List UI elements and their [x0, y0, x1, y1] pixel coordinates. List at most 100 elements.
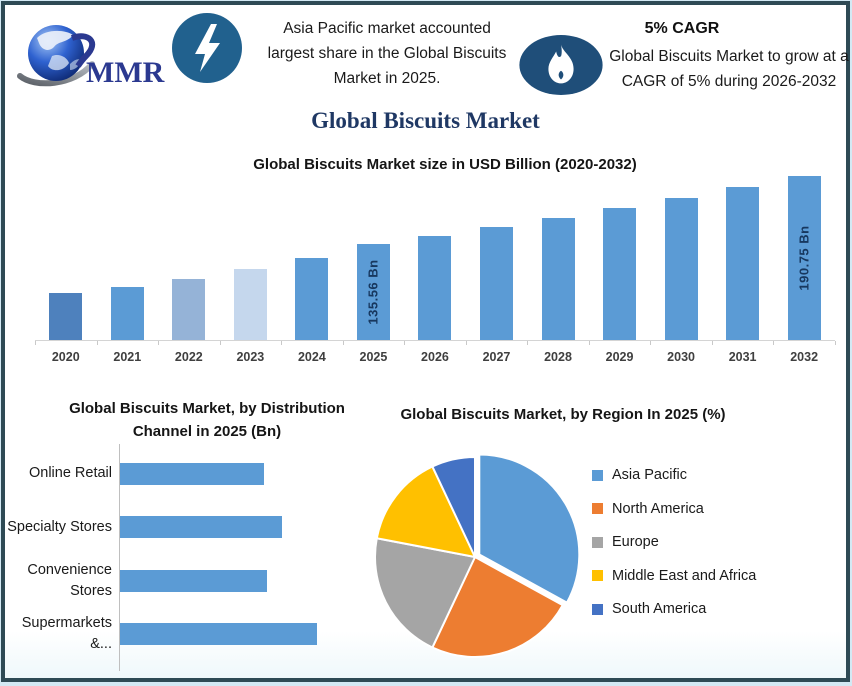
bar-2026 — [418, 236, 452, 340]
globe-icon — [28, 25, 84, 81]
axis-tick — [404, 341, 406, 345]
bar-2029 — [603, 208, 637, 340]
hbar-category-label: Convenience Stores — [27, 561, 112, 599]
lightning-icon — [172, 13, 242, 83]
axis-tick — [588, 341, 590, 345]
region-share-chart-title: Global Biscuits Market, by Region In 202… — [400, 406, 726, 423]
bar-cell-2029 — [589, 208, 651, 340]
x-axis-line — [35, 340, 836, 346]
x-axis-label-2030: 2030 — [667, 350, 695, 364]
legend-item: North America — [592, 498, 756, 520]
legend-swatch-icon — [592, 570, 603, 581]
hbar-track — [120, 516, 340, 539]
x-axis-label-2027: 2027 — [482, 350, 511, 364]
mmr-logo: MMR — [17, 25, 165, 89]
axis-tick — [711, 341, 713, 345]
bar-cell-2024 — [281, 258, 343, 340]
bar-cell-2020 — [35, 293, 97, 340]
bar-cell-2026 — [404, 236, 466, 340]
hbar-bar-1 — [120, 516, 282, 539]
x-axis-label-2023: 2023 — [236, 350, 265, 364]
bar-2032: 190.75 Bn — [787, 176, 821, 340]
axis-tick — [835, 341, 836, 345]
hbar-track — [120, 462, 340, 485]
hbar-bar-3 — [120, 623, 317, 646]
cagr-block: 5% CAGR Global Biscuits Market to grow a… — [605, 20, 852, 94]
x-axis-label-2029: 2029 — [605, 350, 634, 364]
legend-label: North America — [612, 500, 704, 517]
bar-2025: 135.56 Bn — [356, 244, 390, 340]
cagr-label: 5% CAGR — [644, 20, 720, 37]
x-axis-label-2022: 2022 — [174, 350, 203, 364]
legend-item: South America — [592, 598, 756, 620]
hbar-bar-0 — [120, 462, 264, 485]
bar-cell-2031 — [712, 187, 774, 340]
legend-swatch-icon — [592, 603, 603, 615]
bar-cell-2025: 135.56 Bn — [343, 244, 405, 340]
bar-2031 — [726, 187, 760, 340]
bar-2027 — [479, 227, 513, 340]
pie-slice-south-america — [431, 456, 476, 558]
bar-2024 — [295, 258, 329, 340]
pie-slice-europe — [374, 537, 476, 649]
pie-slice-middle-east-and-africa — [375, 465, 476, 558]
distribution-channel-chart-title: Global Biscuits Market, by Distribution … — [69, 400, 345, 440]
legend-swatch-icon — [592, 469, 603, 481]
hbar-row: Specialty Stores — [5, 501, 340, 555]
hbar-track — [120, 623, 340, 646]
legend-label: Middle East and Africa — [612, 567, 757, 584]
bar-2028 — [541, 218, 575, 340]
legend-item: Middle East and Africa — [592, 565, 756, 587]
bar-cell-2022 — [158, 279, 220, 340]
x-axis-label-2020: 2020 — [51, 350, 80, 364]
legend-swatch-icon — [592, 503, 603, 514]
bar-value-label: 135.56 Bn — [365, 259, 381, 325]
axis-tick — [158, 341, 160, 345]
bar-2020 — [49, 293, 83, 340]
hbar-category-label: Specialty Stores — [7, 518, 112, 535]
market-size-chart-title: Global Biscuits Market size in USD Billi… — [253, 156, 637, 173]
x-axis-label-2032: 2032 — [790, 350, 819, 364]
bar-value-label: 190.75 Bn — [796, 225, 812, 291]
flame-icon — [519, 35, 603, 95]
axis-tick — [96, 341, 98, 345]
x-axis-label-2028: 2028 — [544, 350, 572, 364]
x-axis-label-2024: 2024 — [297, 350, 326, 364]
region-share-pie-chart — [374, 453, 581, 658]
hbar-row: Online Retail — [5, 447, 340, 501]
bar-cell-2032: 190.75 Bn — [773, 176, 835, 340]
bar-2022 — [172, 279, 206, 340]
x-axis-label-2026: 2026 — [421, 350, 449, 364]
pie-legend: Asia Pacific North America Europe Middle Ea… — [592, 464, 756, 632]
bar-2030 — [664, 198, 698, 340]
globe-swoosh-icon — [17, 61, 95, 87]
axis-tick — [527, 341, 529, 345]
legend-label: Europe — [612, 534, 659, 550]
bar-2021 — [110, 287, 144, 340]
legend-swatch-icon — [592, 536, 603, 548]
legend-label: South America — [612, 601, 707, 617]
legend-item: Asia Pacific — [592, 464, 756, 486]
bar-cell-2030 — [650, 198, 712, 340]
hbar-category-label: Supermarkets &... — [21, 615, 112, 653]
hbar-row: Supermarkets &... — [5, 608, 340, 662]
pie-slice-asia-pacific — [478, 453, 581, 604]
page-title: Global Biscuits Market — [311, 108, 540, 133]
headline-cagr-growth: Global Biscuits Market to grow at a CAGR… — [609, 48, 849, 90]
logo-text: MMR — [86, 56, 165, 89]
bar-cell-2028 — [527, 218, 589, 340]
hbar-track — [120, 569, 340, 592]
distribution-channel-bar-chart: Online Retail Specialty Stores Convenience… — [5, 444, 340, 671]
axis-tick — [465, 341, 467, 345]
logo-blue-swoosh — [70, 33, 95, 68]
x-axis-label-2021: 2021 — [113, 350, 142, 364]
market-size-bar-chart: 135.56 Bn 190.75 Bn 2020 2021 2022 2023 2024 2… — [35, 165, 836, 364]
bar-cell-2027 — [466, 227, 528, 340]
bar-2023 — [233, 269, 267, 340]
axis-tick — [219, 341, 221, 345]
hbar-bar-2 — [120, 569, 267, 592]
bars-area: 135.56 Bn 190.75 Bn — [35, 165, 835, 340]
bar-cell-2023 — [220, 269, 282, 340]
